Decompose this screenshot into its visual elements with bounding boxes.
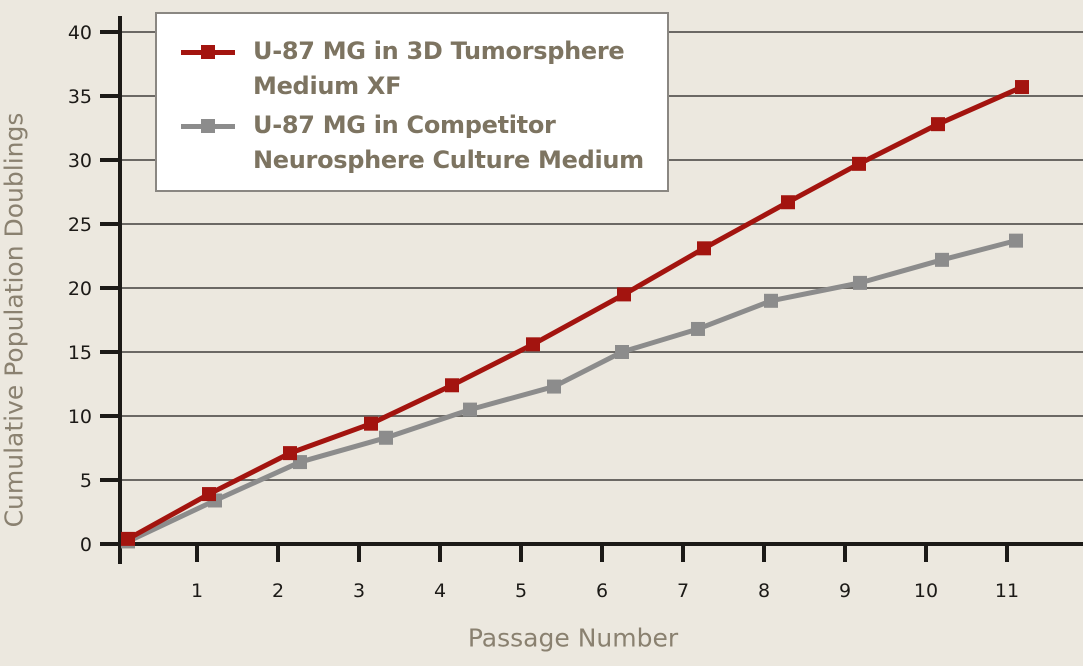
- x-tick-label: 10: [914, 580, 938, 602]
- square-marker-icon: [121, 531, 135, 546]
- legend-swatch-gray-icon: [181, 119, 235, 133]
- square-marker-icon: [615, 345, 629, 359]
- y-tick-label: 40: [68, 22, 92, 44]
- square-marker-icon: [445, 378, 459, 393]
- legend-label-line2: Medium XF: [253, 72, 402, 100]
- x-tick-label: 9: [839, 580, 851, 602]
- y-tick-label: 30: [68, 150, 92, 172]
- square-marker-icon: [852, 156, 866, 171]
- x-tick-label: 7: [677, 580, 689, 602]
- x-tick-label: 8: [758, 580, 770, 602]
- square-marker-icon: [201, 119, 215, 133]
- square-marker-icon: [463, 402, 477, 417]
- x-axis-ticks: 1 2 3 4 5 6 7 8 9 10 11: [191, 544, 1019, 602]
- x-tick-label: 5: [515, 580, 527, 602]
- x-tick-label: 2: [272, 580, 284, 602]
- series-line: [126, 238, 1017, 544]
- legend: U-87 MG in 3D Tumorsphere Medium XF U-87…: [155, 12, 669, 192]
- series-competitor: [121, 233, 1023, 549]
- square-marker-icon: [1015, 80, 1029, 95]
- legend-label-line1: U-87 MG in 3D Tumorsphere: [253, 37, 625, 65]
- square-marker-icon: [691, 321, 705, 336]
- square-marker-icon: [283, 446, 297, 461]
- square-marker-icon: [697, 241, 711, 256]
- square-marker-icon: [935, 252, 949, 267]
- square-marker-icon: [931, 117, 945, 132]
- square-marker-icon: [202, 487, 216, 502]
- square-marker-icon: [201, 45, 215, 59]
- square-marker-icon: [781, 195, 795, 210]
- square-marker-icon: [379, 430, 393, 445]
- series-tumorsphere: [121, 80, 1029, 546]
- x-tick-label: 3: [353, 580, 365, 602]
- data-series: [121, 80, 1029, 549]
- square-marker-icon: [853, 275, 867, 290]
- y-tick-label: 5: [80, 470, 92, 492]
- x-axis-label: Passage Number: [467, 623, 679, 653]
- legend-label-line2: Neurosphere Culture Medium: [253, 146, 644, 174]
- legend-swatch-red-icon: [181, 45, 235, 59]
- square-marker-icon: [764, 293, 778, 308]
- x-tick-label: 4: [434, 580, 446, 602]
- x-tick-label: 1: [191, 580, 203, 602]
- y-axis-label: Cumulative Population Doublings: [0, 112, 29, 528]
- square-marker-icon: [364, 416, 378, 431]
- y-tick-label: 15: [68, 342, 92, 364]
- square-marker-icon: [1009, 233, 1023, 248]
- legend-label-line1: U-87 MG in Competitor: [253, 111, 556, 139]
- y-tick-label: 25: [68, 214, 92, 236]
- y-axis-ticks: 0 5 10 15 20 25 30 35 40: [68, 22, 120, 556]
- series-line: [126, 84, 1024, 542]
- square-marker-icon: [547, 379, 561, 394]
- y-tick-label: 0: [80, 534, 92, 556]
- y-tick-label: 20: [68, 278, 92, 300]
- square-marker-icon: [526, 337, 540, 352]
- y-tick-label: 10: [68, 406, 92, 428]
- square-marker-icon: [617, 287, 631, 302]
- x-tick-label: 6: [596, 580, 608, 602]
- y-tick-label: 35: [68, 86, 92, 108]
- x-tick-label: 11: [995, 580, 1019, 602]
